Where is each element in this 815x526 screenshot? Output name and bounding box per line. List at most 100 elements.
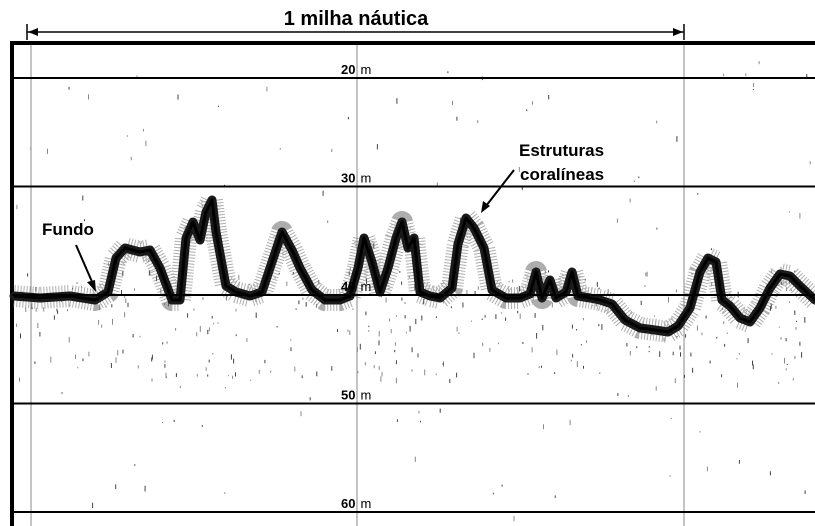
noise-dot <box>778 326 780 328</box>
noise-dot <box>481 318 483 320</box>
noise-dot <box>401 297 403 301</box>
noise-dot <box>690 352 692 357</box>
noise-dot <box>266 86 268 92</box>
noise-dot <box>654 315 656 317</box>
noise-dot <box>780 337 782 340</box>
noise-dot <box>401 281 403 285</box>
noise-dot <box>786 364 788 365</box>
noise-dot <box>726 332 728 334</box>
noise-dot <box>298 300 300 305</box>
noise-dot <box>411 369 413 372</box>
noise-dot <box>421 315 423 321</box>
noise-dot <box>61 392 63 394</box>
noise-dot <box>25 307 27 312</box>
noise-dot <box>517 310 519 314</box>
noise-dot <box>747 338 749 344</box>
noise-dot <box>498 342 499 345</box>
noise-dot <box>629 198 631 203</box>
noise-dot <box>527 373 529 375</box>
noise-dot <box>84 219 85 222</box>
noise-dot <box>582 318 584 321</box>
noise-dot <box>16 204 18 210</box>
noise-dot <box>110 363 112 368</box>
noise-dot <box>536 333 538 339</box>
noise-dot <box>302 297 304 300</box>
noise-dot <box>235 372 236 377</box>
noise-dot <box>92 502 94 508</box>
noise-dot <box>648 350 650 353</box>
noise-dot <box>374 351 376 354</box>
noise-dot <box>519 313 521 319</box>
noise-dot <box>156 275 158 282</box>
noise-dot <box>134 288 135 291</box>
noise-dot <box>663 337 665 342</box>
noise-dot <box>541 365 542 368</box>
noise-dot <box>385 297 387 303</box>
noise-dot <box>301 375 303 379</box>
noise-dot <box>738 460 740 464</box>
noise-dot <box>531 347 533 353</box>
noise-dot <box>442 300 444 304</box>
noise-dot <box>484 315 486 318</box>
noise-dot <box>554 372 556 375</box>
noise-dot <box>543 424 544 430</box>
noise-dot <box>115 484 117 489</box>
noise-dot <box>162 422 163 424</box>
noise-dot <box>235 308 237 312</box>
noise-dot <box>217 322 219 324</box>
noise-dot <box>57 310 59 314</box>
noise-dot <box>584 279 586 281</box>
noise-dot <box>68 337 70 343</box>
noise-dot <box>124 312 126 318</box>
noise-dot <box>636 346 638 349</box>
noise-dot <box>151 378 153 382</box>
noise-dot <box>705 315 707 319</box>
noise-dot <box>331 148 333 152</box>
noise-dot <box>769 471 771 476</box>
noise-dot <box>752 360 753 366</box>
noise-dot <box>522 342 524 344</box>
noise-dot <box>258 369 260 374</box>
noise-dot <box>211 316 213 319</box>
noise-dot <box>456 372 458 378</box>
noise-dot <box>599 372 601 374</box>
noise-dot <box>676 289 677 293</box>
noise-dot <box>572 354 574 358</box>
noise-dot <box>794 270 796 273</box>
noise-dot <box>471 320 472 322</box>
noise-dot <box>175 373 177 377</box>
noise-dot <box>286 281 288 286</box>
noise-dot <box>404 315 406 319</box>
noise-dot <box>395 360 397 365</box>
noise-dot <box>318 279 320 284</box>
noise-dot <box>532 101 533 105</box>
noise-dot <box>368 325 370 328</box>
noise-dot <box>458 332 460 334</box>
annotation-coral: Estruturas coralíneas <box>481 141 604 213</box>
noise-dot <box>721 374 723 378</box>
noise-dot <box>246 338 248 342</box>
noise-dot <box>394 349 396 353</box>
noise-dot <box>655 386 657 391</box>
noise-dot <box>738 352 740 355</box>
noise-dot <box>250 379 252 381</box>
noise-dot <box>542 324 544 331</box>
noise-dot <box>450 306 452 309</box>
noise-dot <box>381 372 383 377</box>
noise-dot <box>548 95 550 100</box>
depth-lines: 20 m 30 m 40 m 50 m 60 m <box>12 62 815 513</box>
noise-dot <box>224 492 226 494</box>
noise-dot <box>88 94 89 100</box>
noise-dot <box>357 371 359 374</box>
noise-dot <box>554 495 556 498</box>
noise-dot <box>770 303 772 309</box>
noise-dot <box>43 307 45 312</box>
noise-dot <box>492 492 494 495</box>
noise-dot <box>551 302 553 308</box>
noise-dot <box>789 301 790 303</box>
noise-dot <box>47 148 48 154</box>
noise-dot <box>177 94 179 100</box>
noise-dot <box>424 369 426 376</box>
noise-dot <box>526 109 528 112</box>
noise-dot <box>752 89 754 91</box>
